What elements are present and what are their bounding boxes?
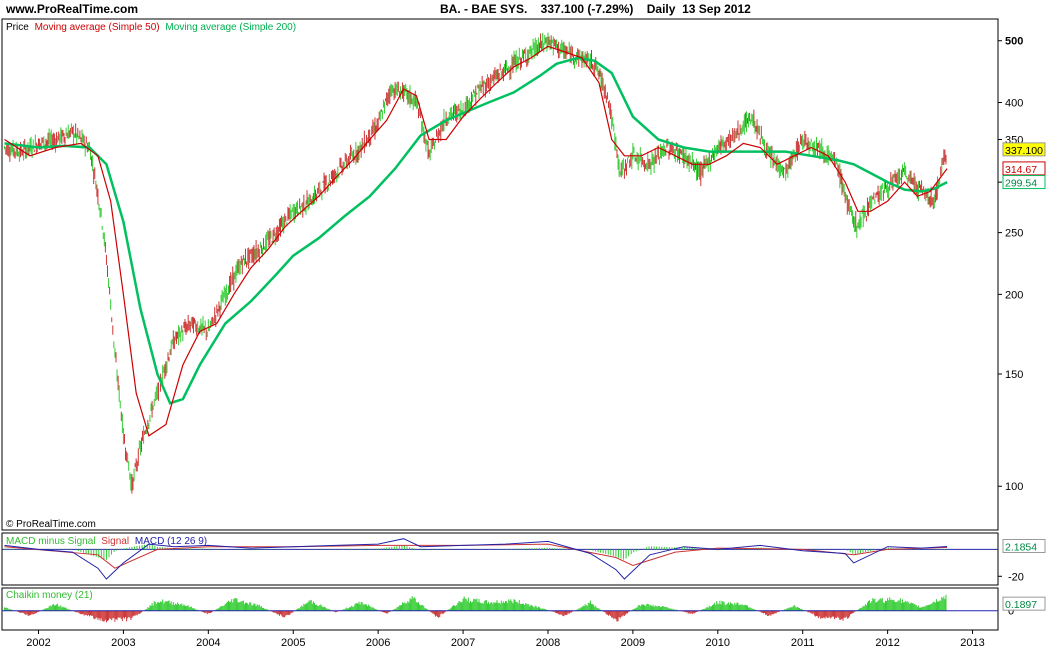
site-link[interactable]: www.ProRealTime.com	[5, 2, 138, 16]
last_price-label-box	[1002, 142, 1046, 157]
sma200-line	[4, 56, 948, 405]
price-candles	[4, 32, 947, 494]
price-value-labels: 337.100 314.67 299.54	[1002, 142, 1046, 190]
chaikin-layer: 00.1897	[2, 594, 1046, 623]
macd-y-tick-label: -20	[1008, 571, 1024, 583]
macd-layer: -20 2.1854	[2, 538, 1046, 583]
x-tick-label: 2012	[875, 637, 899, 649]
price-y-tick-label: 250	[1005, 228, 1023, 240]
x-axis: 2002 2003 2004 2005 2006 2007 2008 2009 2010 2011…	[26, 630, 985, 649]
sma50-label: 314.67	[1005, 164, 1037, 176]
x-tick-label: 2008	[536, 637, 560, 649]
macd-panel[interactable]	[1, 532, 999, 586]
chaikin-label-box	[1002, 596, 1046, 611]
x-tick-label: 2003	[111, 637, 135, 649]
sma200-label: 299.54	[1005, 178, 1037, 190]
signal-line	[4, 543, 948, 569]
price-lines	[4, 45, 948, 437]
chaikin-label: 0.1897	[1005, 599, 1037, 611]
price-y-tick-label: 400	[1005, 97, 1023, 109]
sma200-label-box	[1002, 175, 1046, 190]
x-tick-label: 2007	[451, 637, 475, 649]
macd-label-box	[1002, 538, 1046, 553]
price-y-tick-label: 100	[1005, 481, 1023, 493]
sma50-label-box	[1002, 161, 1046, 176]
macd-label: 2.1854	[1005, 541, 1037, 553]
chart-title: BA. - BAE SYS. 337.100 (-7.29%) Daily 13…	[440, 2, 751, 16]
price-panel[interactable]	[1, 18, 999, 531]
x-tick-label: 2011	[791, 637, 815, 649]
legend-sma200: Moving average (Simple 200)	[165, 22, 296, 33]
price-y-tick-label: 150	[1005, 369, 1023, 381]
legend-signal: Signal	[101, 536, 129, 547]
x-tick-label: 2009	[621, 637, 645, 649]
chaikin-legend: Chaikin money (21)	[6, 590, 93, 601]
legend-sma50: Moving average (Simple 50)	[35, 22, 160, 33]
price-y-tick-label: 500	[1005, 36, 1023, 48]
x-tick-label: 2002	[26, 637, 50, 649]
legend-macd-minus-signal: MACD minus Signal	[6, 536, 95, 547]
x-tick-label: 2004	[196, 637, 220, 649]
x-tick-label: 2005	[281, 637, 305, 649]
price-y-tick-label: 200	[1005, 289, 1023, 301]
x-tick-label: 2006	[366, 637, 390, 649]
chaikin-y-tick-label: 0	[1008, 606, 1014, 618]
price-legend: Price Moving average (Simple 50) Moving …	[6, 22, 296, 33]
copyright: © ProRealTime.com	[6, 519, 96, 530]
legend-price: Price	[6, 22, 29, 33]
last_price-label: 337.100	[1005, 145, 1043, 157]
macd-line	[4, 538, 948, 580]
legend-macd: MACD (12 26 9)	[135, 536, 207, 547]
sma50-line	[4, 45, 948, 437]
macd-legend: MACD minus Signal Signal MACD (12 26 9)	[6, 536, 207, 547]
x-tick-label: 2013	[960, 637, 984, 649]
x-tick-label: 2010	[706, 637, 730, 649]
